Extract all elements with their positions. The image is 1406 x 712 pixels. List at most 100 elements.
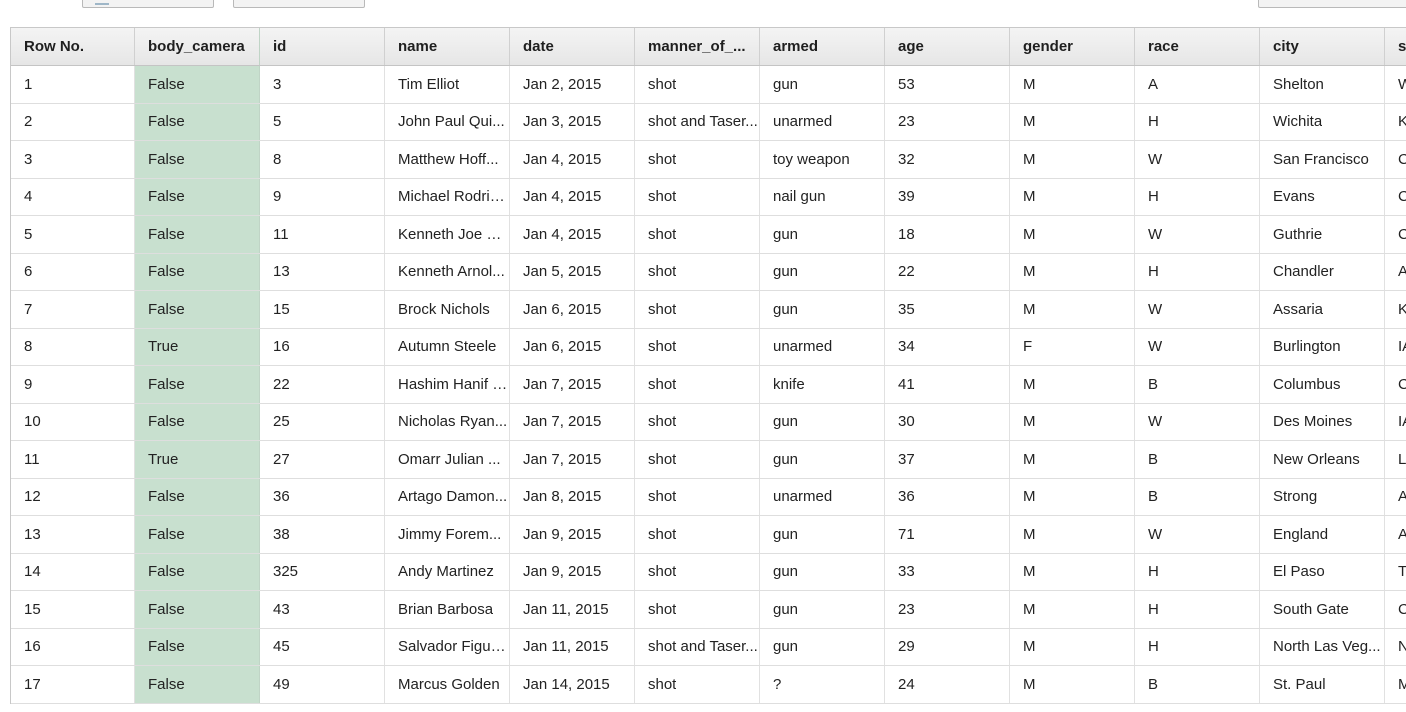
table-cell[interactable]: C [1385, 216, 1406, 253]
table-cell[interactable]: Omarr Julian ... [385, 441, 510, 478]
table-cell[interactable]: F [1010, 328, 1135, 365]
column-header[interactable]: date [510, 28, 635, 65]
column-header[interactable]: armed [760, 28, 885, 65]
table-cell[interactable]: B [1135, 666, 1260, 703]
table-cell[interactable]: shot [635, 478, 760, 515]
table-cell[interactable]: B [1135, 441, 1260, 478]
table-cell[interactable]: False [135, 516, 260, 553]
table-cell[interactable]: M [1010, 66, 1135, 103]
table-row[interactable]: 17 False 49 Marcus Golden Jan 14, 2015 shot? 2… [11, 666, 1406, 704]
table-cell[interactable]: 3 [11, 141, 135, 178]
table-cell[interactable]: Jan 7, 2015 [510, 441, 635, 478]
table-cell[interactable]: Jan 6, 2015 [510, 328, 635, 365]
table-cell[interactable]: Autumn Steele [385, 328, 510, 365]
table-cell[interactable]: M [1010, 216, 1135, 253]
table-cell[interactable]: 22 [885, 253, 1010, 290]
table-row[interactable]: 10 False 25 Nicholas Ryan... Jan 7, 2015 shot… [11, 403, 1406, 441]
table-cell[interactable]: John Paul Qui... [385, 103, 510, 140]
table-cell[interactable]: gun [760, 591, 885, 628]
table-cell[interactable]: 12 [11, 478, 135, 515]
table-cell[interactable]: Jan 4, 2015 [510, 178, 635, 215]
table-cell[interactable]: A [1385, 516, 1406, 553]
table-cell[interactable]: unarmed [760, 328, 885, 365]
table-row[interactable]: 5 False 11 Kenneth Joe B... Jan 4, 2015 shot g… [11, 216, 1406, 254]
table-cell[interactable]: 325 [260, 553, 385, 590]
table-cell[interactable]: South Gate [1260, 591, 1385, 628]
table-cell[interactable]: unarmed [760, 103, 885, 140]
table-cell[interactable]: M [1385, 666, 1406, 703]
table-cell[interactable]: Evans [1260, 178, 1385, 215]
table-cell[interactable]: Jan 8, 2015 [510, 478, 635, 515]
table-cell[interactable]: 24 [885, 666, 1010, 703]
table-cell[interactable]: shot [635, 553, 760, 590]
table-cell[interactable]: 4 [11, 178, 135, 215]
table-cell[interactable]: M [1010, 253, 1135, 290]
table-cell[interactable]: ? [760, 666, 885, 703]
table-cell[interactable]: shot [635, 516, 760, 553]
table-cell[interactable]: 7 [11, 291, 135, 328]
table-cell[interactable]: Assaria [1260, 291, 1385, 328]
column-header[interactable]: id [260, 28, 385, 65]
table-cell[interactable]: B [1135, 478, 1260, 515]
table-cell[interactable]: 1 [11, 66, 135, 103]
table-cell[interactable]: 8 [260, 141, 385, 178]
table-cell[interactable]: 14 [11, 553, 135, 590]
table-cell[interactable]: gun [760, 66, 885, 103]
table-cell[interactable]: M [1010, 178, 1135, 215]
table-cell[interactable]: L [1385, 441, 1406, 478]
table-cell[interactable]: 10 [11, 403, 135, 440]
table-cell[interactable]: False [135, 66, 260, 103]
table-cell[interactable]: Jan 11, 2015 [510, 591, 635, 628]
table-cell[interactable]: gun [760, 216, 885, 253]
table-cell[interactable]: shot [635, 441, 760, 478]
table-cell[interactable]: False [135, 666, 260, 703]
table-cell[interactable]: M [1010, 478, 1135, 515]
table-cell[interactable]: M [1010, 366, 1135, 403]
table-cell[interactable]: gun [760, 441, 885, 478]
table-cell[interactable]: Jan 7, 2015 [510, 366, 635, 403]
table-cell[interactable]: W [1385, 66, 1406, 103]
table-cell[interactable]: St. Paul [1260, 666, 1385, 703]
table-cell[interactable]: IA [1385, 404, 1406, 441]
table-cell[interactable]: H [1135, 253, 1260, 290]
table-cell[interactable]: El Paso [1260, 553, 1385, 590]
table-cell[interactable]: nail gun [760, 178, 885, 215]
table-row[interactable]: 7 False 15 Brock Nichols Jan 6, 2015 shot gun 3… [11, 291, 1406, 329]
table-cell[interactable]: W [1135, 216, 1260, 253]
table-cell[interactable]: 37 [885, 441, 1010, 478]
table-cell[interactable]: shot [635, 253, 760, 290]
table-row[interactable]: 8 True 16 Autumn Steele Jan 6, 2015 shot unarm… [11, 328, 1406, 366]
table-cell[interactable]: 5 [260, 103, 385, 140]
table-cell[interactable]: 39 [885, 178, 1010, 215]
table-cell[interactable]: Jan 4, 2015 [510, 141, 635, 178]
table-cell[interactable]: 6 [11, 253, 135, 290]
table-cell[interactable]: W [1135, 141, 1260, 178]
table-cell[interactable]: False [135, 366, 260, 403]
table-cell[interactable]: False [135, 141, 260, 178]
table-cell[interactable]: 8 [11, 328, 135, 365]
table-cell[interactable]: Jan 3, 2015 [510, 103, 635, 140]
table-cell[interactable]: Jan 7, 2015 [510, 403, 635, 440]
table-cell[interactable]: gun [760, 628, 885, 665]
table-cell[interactable]: knife [760, 366, 885, 403]
table-cell[interactable]: False [135, 216, 260, 253]
table-cell[interactable]: Kenneth Joe B... [385, 216, 510, 253]
column-header[interactable]: race [1135, 28, 1260, 65]
table-cell[interactable]: Des Moines [1260, 403, 1385, 440]
column-header[interactable]: gender [1010, 28, 1135, 65]
table-cell[interactable]: 16 [11, 628, 135, 665]
table-cell[interactable]: 13 [11, 516, 135, 553]
table-cell[interactable]: True [135, 441, 260, 478]
table-cell[interactable]: Jimmy Forem... [385, 516, 510, 553]
table-cell[interactable]: 17 [11, 666, 135, 703]
table-cell[interactable]: Matthew Hoff... [385, 141, 510, 178]
table-cell[interactable]: shot [635, 178, 760, 215]
table-cell[interactable]: shot [635, 66, 760, 103]
table-cell[interactable]: unarmed [760, 478, 885, 515]
table-cell[interactable]: 11 [260, 216, 385, 253]
table-cell[interactable]: 22 [260, 366, 385, 403]
table-cell[interactable]: W [1135, 403, 1260, 440]
table-cell[interactable]: 23 [885, 103, 1010, 140]
table-cell[interactable]: C [1385, 179, 1406, 216]
table-cell[interactable]: 41 [885, 366, 1010, 403]
